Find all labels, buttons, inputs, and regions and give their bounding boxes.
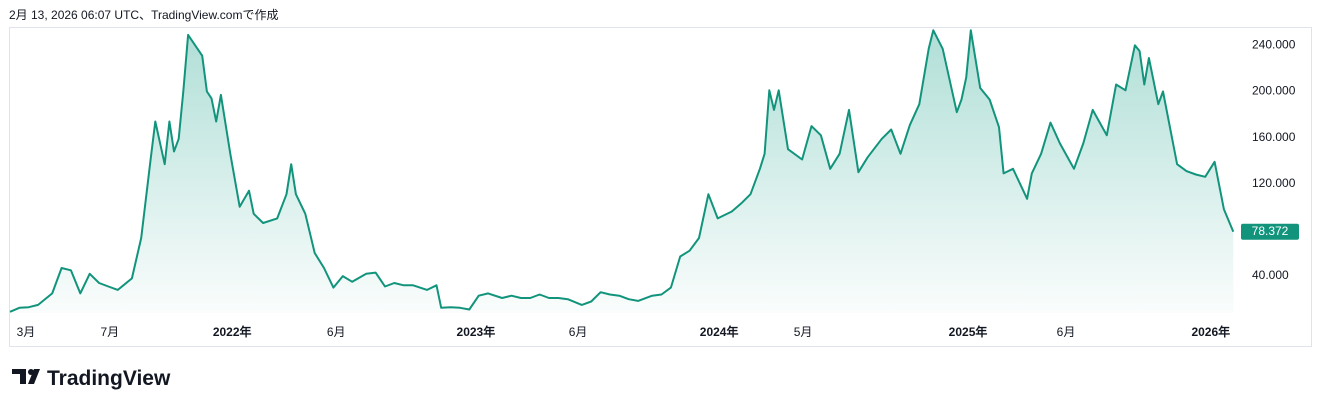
y-tick-label: 240.000	[1252, 37, 1296, 51]
last-value-box	[1241, 223, 1299, 240]
y-tick-label: 160.000	[1252, 130, 1296, 144]
x-tick-label: 2022年	[213, 324, 252, 339]
y-tick-label: 40.000	[1252, 268, 1289, 282]
last-value-label: 78.372	[1252, 224, 1289, 238]
x-tick-label: 6月	[327, 325, 346, 339]
area-fill	[10, 30, 1234, 314]
x-tick-label: 7月	[100, 325, 119, 339]
x-tick-label: 2024年	[700, 324, 739, 339]
header-text: 2月 13, 2026 06:07 UTC、TradingView.comで作成	[9, 8, 278, 22]
x-tick-label: 2025年	[949, 324, 988, 339]
price-line	[9, 29, 1235, 313]
logo-text: TradingView	[47, 367, 171, 390]
x-tick-label: 2026年	[1191, 324, 1230, 339]
x-tick-label: 2023年	[457, 324, 496, 339]
y-tick-label: 200.000	[1252, 84, 1296, 98]
logo-icon	[12, 369, 40, 384]
x-tick-label: 3月	[17, 325, 36, 339]
chart-frame	[9, 27, 1312, 347]
x-tick-label: 6月	[1057, 325, 1076, 339]
logo-icon-dot	[28, 369, 34, 375]
y-tick-label: 120.000	[1252, 176, 1296, 190]
x-tick-label: 5月	[794, 325, 813, 339]
x-tick-label: 6月	[569, 325, 588, 339]
logo: TradingView	[12, 367, 171, 390]
